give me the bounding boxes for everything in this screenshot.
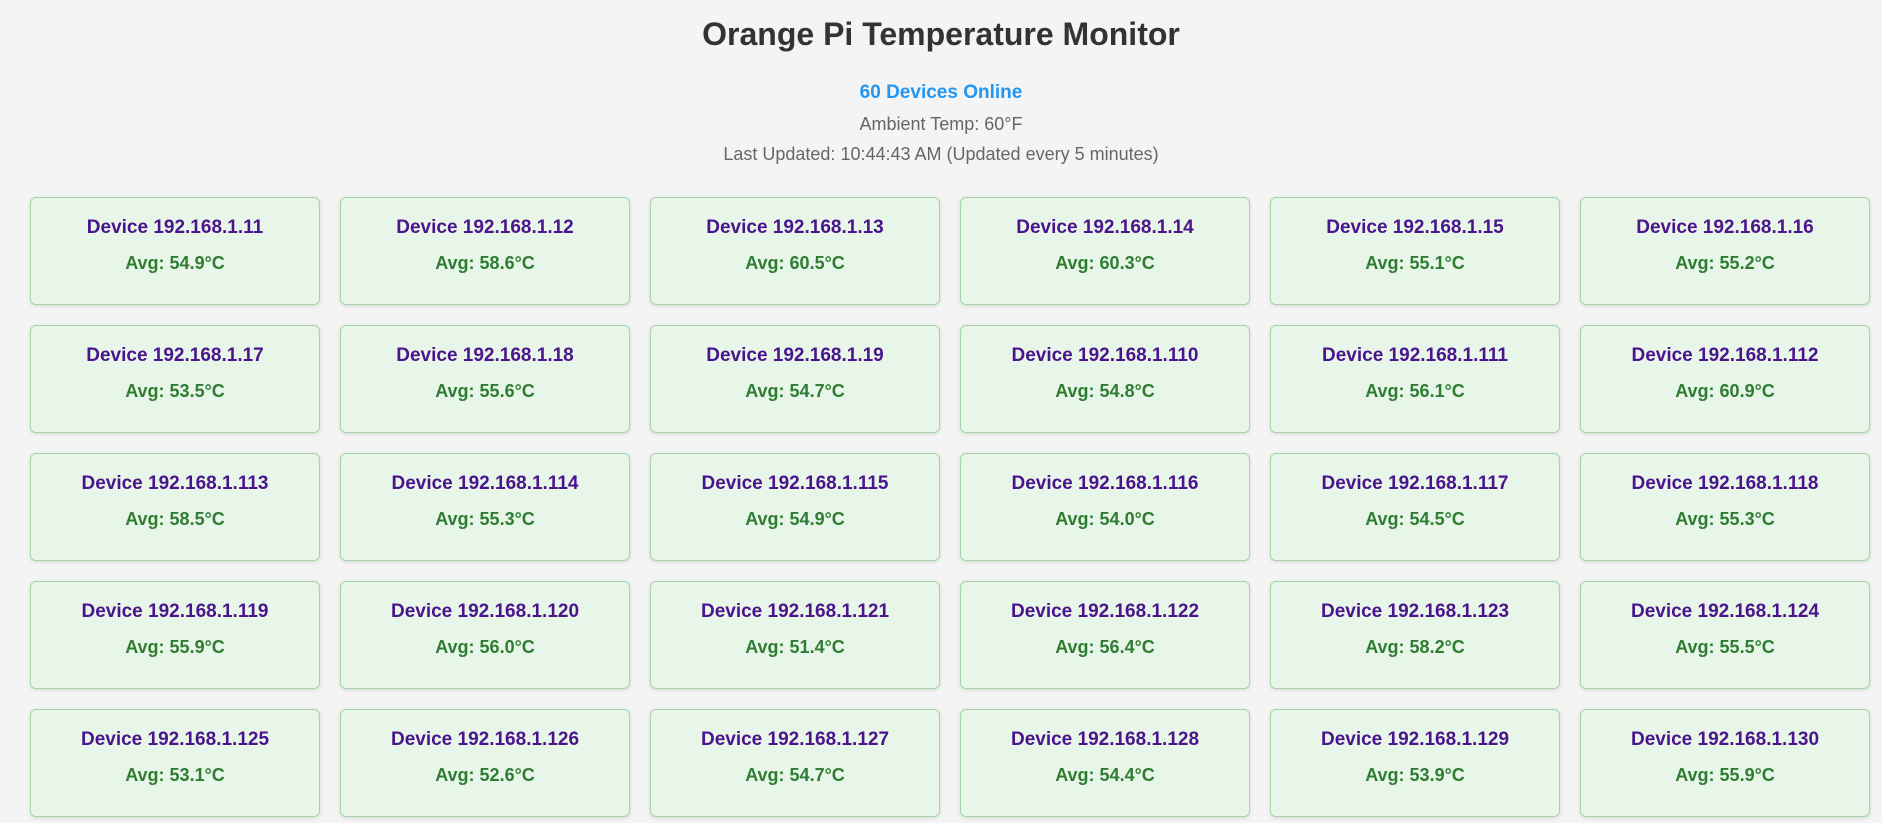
device-name: Device 192.168.1.120 (390, 601, 580, 622)
device-avg-temp: Avg: 54.8°C (1055, 381, 1155, 401)
device-avg-temp: Avg: 55.3°C (435, 509, 535, 529)
device-avg-temp: Avg: 54.0°C (1055, 509, 1155, 529)
device-card[interactable]: Device 192.168.1.129 Avg: 53.9°C (1270, 709, 1560, 817)
device-name: Device 192.168.1.14 (1016, 217, 1194, 238)
device-card[interactable]: Device 192.168.1.15 Avg: 55.1°C (1270, 197, 1560, 305)
device-name: Device 192.168.1.130 (1630, 729, 1820, 750)
device-card[interactable]: Device 192.168.1.122 Avg: 56.4°C (960, 581, 1250, 689)
last-updated-timestamp: Last Updated: 10:44:43 AM (Updated every… (723, 144, 1159, 164)
device-grid: Device 192.168.1.11 Avg: 54.9°C Device 192… (30, 197, 1870, 817)
device-card[interactable]: Device 192.168.1.124 Avg: 55.5°C (1580, 581, 1870, 689)
device-avg-temp: Avg: 56.4°C (1055, 637, 1155, 657)
device-name: Device 192.168.1.18 (396, 345, 574, 366)
device-avg-temp: Avg: 54.7°C (745, 381, 845, 401)
device-avg-temp: Avg: 51.4°C (745, 637, 845, 657)
device-card[interactable]: Device 192.168.1.113 Avg: 58.5°C (30, 453, 320, 561)
device-avg-temp: Avg: 54.5°C (1365, 509, 1465, 529)
device-card[interactable]: Device 192.168.1.117 Avg: 54.5°C (1270, 453, 1560, 561)
page-title: Orange Pi Temperature Monitor (702, 16, 1180, 52)
device-card[interactable]: Device 192.168.1.125 Avg: 53.1°C (30, 709, 320, 817)
device-name: Device 192.168.1.116 (1011, 473, 1199, 494)
devices-online-count: 60 Devices Online (859, 82, 1023, 103)
device-name: Device 192.168.1.126 (390, 729, 580, 750)
device-name: Device 192.168.1.123 (1320, 601, 1510, 622)
device-card[interactable]: Device 192.168.1.14 Avg: 60.3°C (960, 197, 1250, 305)
device-card[interactable]: Device 192.168.1.11 Avg: 54.9°C (30, 197, 320, 305)
device-name: Device 192.168.1.119 (81, 601, 269, 622)
device-name: Device 192.168.1.117 (1321, 473, 1509, 494)
device-name: Device 192.168.1.124 (1630, 601, 1820, 622)
device-name: Device 192.168.1.16 (1636, 217, 1814, 238)
device-name: Device 192.168.1.115 (701, 473, 889, 494)
device-name: Device 192.168.1.112 (1631, 345, 1819, 366)
device-card[interactable]: Device 192.168.1.19 Avg: 54.7°C (650, 325, 940, 433)
device-avg-temp: Avg: 56.1°C (1365, 381, 1465, 401)
ambient-temperature: Ambient Temp: 60°F (859, 114, 1023, 134)
device-name: Device 192.168.1.121 (700, 601, 890, 622)
device-avg-temp: Avg: 60.3°C (1055, 253, 1155, 273)
device-avg-temp: Avg: 58.6°C (435, 253, 535, 273)
device-avg-temp: Avg: 53.9°C (1365, 765, 1465, 785)
device-avg-temp: Avg: 55.9°C (125, 637, 225, 657)
device-name: Device 192.168.1.17 (86, 345, 264, 366)
device-avg-temp: Avg: 55.1°C (1365, 253, 1465, 273)
device-avg-temp: Avg: 60.5°C (745, 253, 845, 273)
device-avg-temp: Avg: 55.5°C (1675, 637, 1775, 657)
device-avg-temp: Avg: 54.7°C (745, 765, 845, 785)
device-card[interactable]: Device 192.168.1.110 Avg: 54.8°C (960, 325, 1250, 433)
device-card[interactable]: Device 192.168.1.123 Avg: 58.2°C (1270, 581, 1560, 689)
device-card[interactable]: Device 192.168.1.13 Avg: 60.5°C (650, 197, 940, 305)
device-name: Device 192.168.1.113 (81, 473, 269, 494)
device-name: Device 192.168.1.127 (700, 729, 890, 750)
device-name: Device 192.168.1.11 (86, 217, 264, 238)
device-avg-temp: Avg: 54.9°C (745, 509, 845, 529)
device-name: Device 192.168.1.129 (1320, 729, 1510, 750)
device-card[interactable]: Device 192.168.1.115 Avg: 54.9°C (650, 453, 940, 561)
device-name: Device 192.168.1.125 (80, 729, 270, 750)
device-card[interactable]: Device 192.168.1.114 Avg: 55.3°C (340, 453, 630, 561)
device-card[interactable]: Device 192.168.1.126 Avg: 52.6°C (340, 709, 630, 817)
device-avg-temp: Avg: 60.9°C (1675, 381, 1775, 401)
device-avg-temp: Avg: 53.1°C (125, 765, 225, 785)
device-avg-temp: Avg: 56.0°C (435, 637, 535, 657)
device-avg-temp: Avg: 53.5°C (125, 381, 225, 401)
device-card[interactable]: Device 192.168.1.112 Avg: 60.9°C (1580, 325, 1870, 433)
device-avg-temp: Avg: 54.9°C (125, 253, 225, 273)
device-card[interactable]: Device 192.168.1.130 Avg: 55.9°C (1580, 709, 1870, 817)
device-card[interactable]: Device 192.168.1.111 Avg: 56.1°C (1270, 325, 1560, 433)
device-name: Device 192.168.1.128 (1010, 729, 1200, 750)
device-avg-temp: Avg: 55.9°C (1675, 765, 1775, 785)
device-card[interactable]: Device 192.168.1.16 Avg: 55.2°C (1580, 197, 1870, 305)
device-name: Device 192.168.1.12 (396, 217, 574, 238)
device-avg-temp: Avg: 54.4°C (1055, 765, 1155, 785)
device-card[interactable]: Device 192.168.1.12 Avg: 58.6°C (340, 197, 630, 305)
device-card[interactable]: Device 192.168.1.116 Avg: 54.0°C (960, 453, 1250, 561)
device-card[interactable]: Device 192.168.1.119 Avg: 55.9°C (30, 581, 320, 689)
device-card[interactable]: Device 192.168.1.17 Avg: 53.5°C (30, 325, 320, 433)
device-avg-temp: Avg: 58.5°C (125, 509, 225, 529)
device-name: Device 192.168.1.15 (1326, 217, 1504, 238)
device-name: Device 192.168.1.19 (706, 345, 884, 366)
device-card[interactable]: Device 192.168.1.128 Avg: 54.4°C (960, 709, 1250, 817)
device-name: Device 192.168.1.13 (706, 217, 884, 238)
device-name: Device 192.168.1.118 (1631, 473, 1819, 494)
device-avg-temp: Avg: 55.3°C (1675, 509, 1775, 529)
device-card[interactable]: Device 192.168.1.127 Avg: 54.7°C (650, 709, 940, 817)
device-name: Device 192.168.1.110 (1011, 345, 1199, 366)
device-card[interactable]: Device 192.168.1.18 Avg: 55.6°C (340, 325, 630, 433)
device-name: Device 192.168.1.122 (1010, 601, 1200, 622)
device-avg-temp: Avg: 58.2°C (1365, 637, 1465, 657)
device-card[interactable]: Device 192.168.1.120 Avg: 56.0°C (340, 581, 630, 689)
device-avg-temp: Avg: 55.6°C (435, 381, 535, 401)
device-name: Device 192.168.1.111 (1322, 345, 1508, 366)
device-card[interactable]: Device 192.168.1.118 Avg: 55.3°C (1580, 453, 1870, 561)
device-avg-temp: Avg: 52.6°C (435, 765, 535, 785)
device-card[interactable]: Device 192.168.1.121 Avg: 51.4°C (650, 581, 940, 689)
device-name: Device 192.168.1.114 (391, 473, 579, 494)
page-header: Orange Pi Temperature Monitor 60 Devices… (0, 0, 1882, 165)
device-avg-temp: Avg: 55.2°C (1675, 253, 1775, 273)
